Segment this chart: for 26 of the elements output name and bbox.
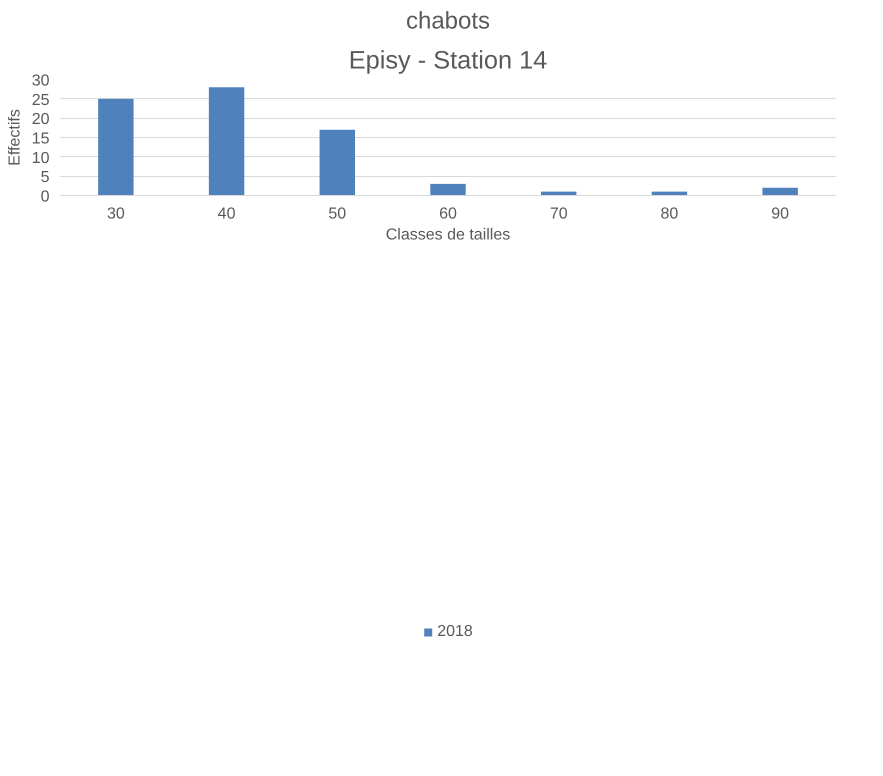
bar bbox=[430, 184, 466, 196]
chart-title: chabots bbox=[406, 8, 490, 34]
x-tick-label: 80 bbox=[660, 206, 678, 222]
bar bbox=[208, 87, 244, 196]
bar bbox=[541, 192, 576, 196]
x-tick-label: 70 bbox=[550, 206, 568, 222]
y-tick-label: 10 bbox=[32, 150, 50, 167]
chart-subtitle: Episy - Station 14 bbox=[348, 46, 548, 74]
x-tick-label: 30 bbox=[106, 206, 125, 222]
x-tick-label: 40 bbox=[218, 206, 236, 222]
legend-label: 2018 bbox=[437, 622, 473, 640]
bar bbox=[98, 98, 134, 196]
y-tick-label: 30 bbox=[32, 72, 50, 90]
x-axis-title: Classes de tailles bbox=[386, 226, 510, 244]
x-tick-label: 50 bbox=[328, 206, 346, 222]
y-axis-title: Effectifs bbox=[6, 109, 24, 166]
x-tick-label: 90 bbox=[771, 206, 790, 222]
y-tick-label: 5 bbox=[40, 169, 50, 186]
y-tick-label: 0 bbox=[40, 188, 50, 206]
y-tick-label: 15 bbox=[32, 130, 50, 148]
bar bbox=[652, 192, 688, 196]
bar bbox=[320, 130, 355, 196]
bar bbox=[762, 188, 798, 196]
y-tick-label: 25 bbox=[32, 92, 50, 109]
x-tick-label: 60 bbox=[439, 206, 457, 222]
y-tick-label: 20 bbox=[32, 111, 50, 128]
